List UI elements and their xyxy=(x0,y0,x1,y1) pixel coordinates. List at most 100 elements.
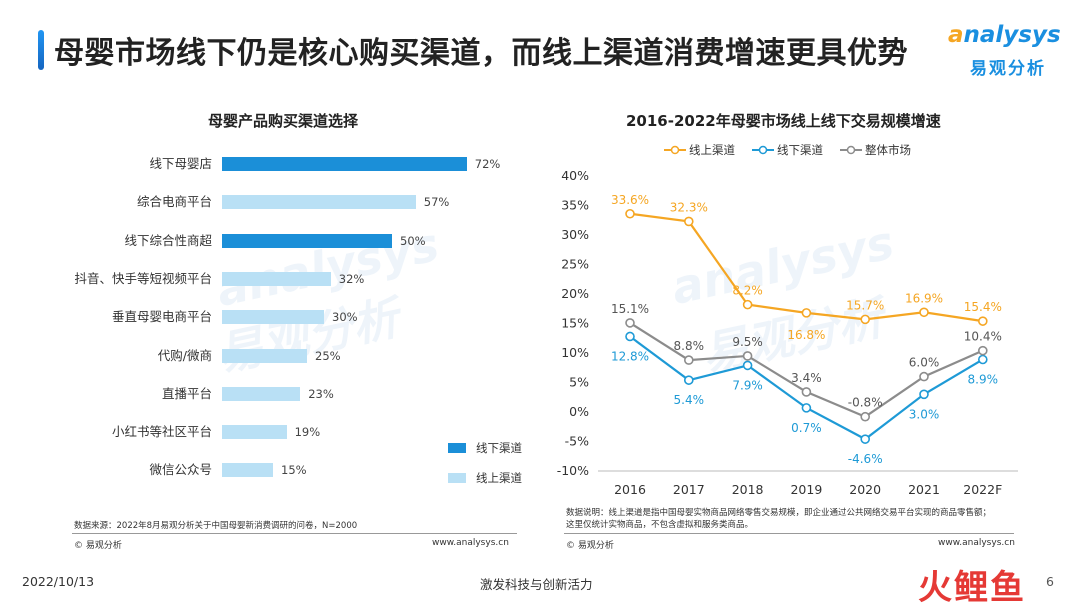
data-point xyxy=(801,403,812,413)
bar-value-label: 15% xyxy=(281,463,307,478)
x-tick-label: 2022F xyxy=(963,482,1002,497)
data-label: 10.4% xyxy=(964,330,1002,344)
footer-date: 2022/10/13 xyxy=(22,574,95,589)
legend-marker xyxy=(670,145,680,155)
bar xyxy=(222,271,331,286)
data-label: 15.1% xyxy=(611,302,649,316)
left-website: www.analysys.cn xyxy=(432,538,509,548)
logo-chinese: 易观分析 xyxy=(970,59,1046,79)
bar-value-label: 30% xyxy=(332,310,358,325)
bar-row: 线下母婴店 72% xyxy=(0,156,1080,172)
data-point xyxy=(742,299,753,310)
title-accent-bar xyxy=(38,30,44,70)
bar-row: 代购/微商 25% xyxy=(0,348,1080,364)
data-point xyxy=(801,387,812,397)
legend-offline-swatch xyxy=(448,443,466,453)
legend-online-swatch xyxy=(448,473,466,483)
y-tick-label: 25% xyxy=(561,257,589,272)
bar-row: 线下综合性商超 50% xyxy=(0,233,1080,249)
bar xyxy=(222,386,301,401)
data-label: 12.8% xyxy=(611,349,649,363)
legend-label: 线下渠道 xyxy=(777,143,823,157)
bar xyxy=(222,233,392,248)
data-point xyxy=(860,314,871,325)
y-tick-label: 30% xyxy=(561,227,589,242)
bar-category-label: 垂直母婴电商平台 xyxy=(111,309,212,325)
bar xyxy=(222,157,467,171)
data-label: 3.0% xyxy=(909,407,940,421)
data-label: 8.8% xyxy=(674,339,705,353)
right-divider xyxy=(564,533,1014,534)
data-label: 8.9% xyxy=(968,372,999,386)
left-divider xyxy=(72,533,517,534)
legend-marker xyxy=(758,145,768,155)
left-copyright: © 易观分析 xyxy=(74,541,122,551)
bar xyxy=(222,425,287,440)
data-point xyxy=(683,375,694,385)
bar-source-note: 数据来源：2022年8月易观分析关于中国母婴新消费调研的问卷，N=2000 xyxy=(74,521,358,531)
y-tick-label: 40% xyxy=(561,168,589,183)
data-label: 0.7% xyxy=(791,421,822,435)
data-point xyxy=(742,360,753,371)
data-point xyxy=(919,389,929,400)
bar-row: 抖音、快手等短视频平台 32% xyxy=(0,271,1080,287)
data-point xyxy=(801,308,812,318)
data-point xyxy=(742,351,753,361)
bar-category-label: 抖音、快手等短视频平台 xyxy=(74,270,212,286)
brand-mark-logo: 火鲤鱼 xyxy=(918,568,1026,608)
logo-text: nalysys xyxy=(963,22,1061,48)
line-note-line1: 数据说明：线上渠道是指中国母婴实物商品网络零售交易规模，即企业通过公共网络交易平… xyxy=(566,508,992,518)
x-tick-label: 2017 xyxy=(673,482,705,497)
x-tick-label: 2020 xyxy=(849,482,881,497)
legend-label: 线上渠道 xyxy=(689,143,735,157)
bar-row: 直播平台 23% xyxy=(0,386,1080,402)
x-tick-label: 2018 xyxy=(732,482,764,497)
x-tick-label: 2021 xyxy=(908,482,940,497)
bar-category-label: 代购/微商 xyxy=(157,347,212,363)
data-label: -0.8% xyxy=(848,396,883,410)
bar-value-label: 57% xyxy=(423,195,450,210)
bar-value-label: 50% xyxy=(400,233,426,248)
line-note-line2: 这里仅统计实物商品，不包含虚拟和服务类商品。 xyxy=(566,520,754,530)
data-label: 16.8% xyxy=(787,328,825,342)
bar-row: 垂直母婴电商平台 30% xyxy=(0,309,1080,325)
data-point xyxy=(625,208,635,219)
data-label: 16.9% xyxy=(905,291,943,305)
data-point xyxy=(919,371,929,382)
bar-row: 微信公众号 15% xyxy=(0,462,1080,478)
data-label: 15.7% xyxy=(846,298,884,312)
data-label: 32.3% xyxy=(670,200,708,214)
bar-category-label: 微信公众号 xyxy=(149,462,212,478)
y-tick-label: 35% xyxy=(561,198,589,213)
y-tick-label: -5% xyxy=(565,434,589,449)
bar-category-label: 线下母婴店 xyxy=(149,156,212,171)
data-label: 8.2% xyxy=(732,284,763,298)
logo-letter-a: a xyxy=(948,22,964,48)
bar-value-label: 72% xyxy=(474,157,501,171)
bar xyxy=(222,310,324,325)
y-tick-label: 20% xyxy=(561,286,589,301)
right-copyright: © 易观分析 xyxy=(566,541,614,551)
data-point xyxy=(860,411,871,422)
bar-value-label: 19% xyxy=(294,425,321,440)
data-point xyxy=(860,434,871,444)
legend-offline-label: 线下渠道 xyxy=(476,441,522,455)
data-label: 5.4% xyxy=(674,393,705,407)
bar-value-label: 23% xyxy=(308,386,334,401)
bar-value-label: 25% xyxy=(315,348,341,363)
bar xyxy=(222,195,416,210)
bar-category-label: 综合电商平台 xyxy=(136,194,212,210)
bar-chart-title: 母婴产品购买渠道选择 xyxy=(208,112,359,130)
legend-online-label: 线上渠道 xyxy=(476,471,522,485)
data-label: 9.5% xyxy=(732,335,763,349)
data-point xyxy=(683,355,694,365)
logo-english: analysys xyxy=(948,22,1061,48)
line-chart-title: 2016-2022年母婴市场线上线下交易规模增速 xyxy=(626,112,941,130)
bar xyxy=(222,348,307,363)
page-title: 母婴市场线下仍是核心购买渠道，而线上渠道消费增速更具优势 xyxy=(54,36,908,71)
data-label: 7.9% xyxy=(732,378,763,392)
bar-row: 小红书等社区平台 19% xyxy=(0,424,1080,440)
x-tick-label: 2019 xyxy=(790,482,822,497)
bar-category-label: 小红书等社区平台 xyxy=(111,424,212,440)
x-tick-label: 2016 xyxy=(614,482,646,497)
